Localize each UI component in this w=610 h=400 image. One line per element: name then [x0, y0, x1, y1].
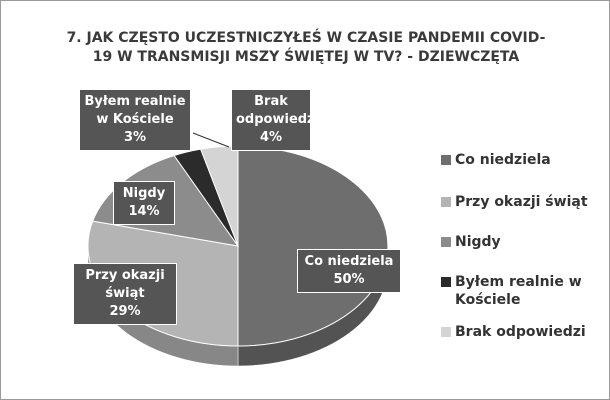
- data-label: Co niedziela 50%: [297, 249, 401, 293]
- legend-swatch: [441, 277, 451, 287]
- legend-label: Przy okazji świąt: [455, 194, 588, 210]
- data-label-value: 3%: [123, 130, 147, 145]
- legend-label: Byłem realnie w Kościele: [455, 274, 582, 308]
- legend-entry: Co niedziela: [441, 151, 605, 169]
- legend-swatch: [441, 155, 451, 165]
- data-label-name: Brak odpowiedzi: [236, 94, 320, 127]
- legend-label: Nigdy: [455, 234, 501, 250]
- data-label-name: Przy okazji świąt: [85, 268, 165, 301]
- data-label: Brak odpowiedzi 4%: [231, 89, 320, 151]
- data-label-name: Byłem realnie w Kościele: [84, 94, 186, 127]
- slice-top: [237, 145, 389, 347]
- data-label-value: 29%: [109, 304, 141, 319]
- slice: [237, 145, 389, 367]
- data-label-value: 50%: [333, 272, 365, 287]
- data-label-value: 14%: [128, 204, 160, 219]
- data-label: Byłem realnie w Kościele 3%: [79, 89, 191, 151]
- legend-entry: Nigdy: [441, 233, 605, 251]
- legend-swatch: [441, 327, 451, 337]
- leader-line: [192, 132, 230, 148]
- data-label: Przy okazji świąt 29%: [73, 263, 177, 325]
- legend-entry: Brak odpowiedzi: [441, 323, 605, 341]
- legend-label: Co niedziela: [455, 152, 551, 168]
- legend-entry: Przy okazji świąt: [441, 193, 605, 211]
- legend-swatch: [441, 237, 451, 247]
- legend-entry: Byłem realnie w Kościele: [441, 273, 605, 309]
- data-label-value: 4%: [259, 130, 283, 145]
- data-label-name: Co niedziela: [304, 254, 394, 269]
- data-label: Nigdy 14%: [113, 181, 175, 225]
- legend-label: Brak odpowiedzi: [455, 324, 586, 340]
- legend-swatch: [441, 197, 451, 207]
- chart-title: 7. JAK CZĘSTO UCZESTNICZYŁEŚ W CZASIE PA…: [66, 30, 546, 65]
- data-label-name: Nigdy: [122, 186, 166, 201]
